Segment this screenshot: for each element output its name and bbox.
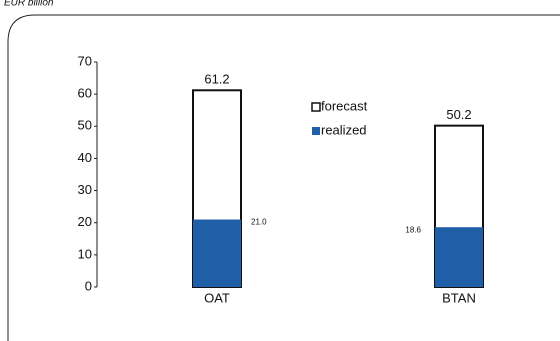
x-tick-label: BTAN [442, 290, 476, 305]
y-tick-label: 10 [78, 246, 92, 261]
legend-label: realized [321, 122, 367, 137]
y-tick-label: 50 [78, 118, 92, 133]
value-label: 50.2 [446, 107, 471, 122]
y-tick-label: 40 [78, 150, 92, 165]
value-label: 21.0 [251, 218, 267, 227]
bar [193, 219, 241, 287]
value-label: 18.6 [405, 225, 421, 234]
y-tick-label: 70 [78, 53, 92, 68]
value-label: 61.2 [204, 72, 229, 87]
legend-swatch [311, 102, 321, 112]
frame [7, 14, 560, 341]
y-tick-label: 20 [78, 214, 92, 229]
y-axis-label: EUR billion [4, 0, 54, 9]
y-tick-label: 60 [78, 86, 92, 101]
legend-label: forecast [321, 98, 368, 113]
y-tick-label: 30 [78, 182, 92, 197]
x-tick-label: OAT [204, 290, 230, 305]
y-tick-label: 0 [85, 278, 92, 293]
legend-swatch [312, 127, 320, 135]
bar [435, 227, 483, 287]
